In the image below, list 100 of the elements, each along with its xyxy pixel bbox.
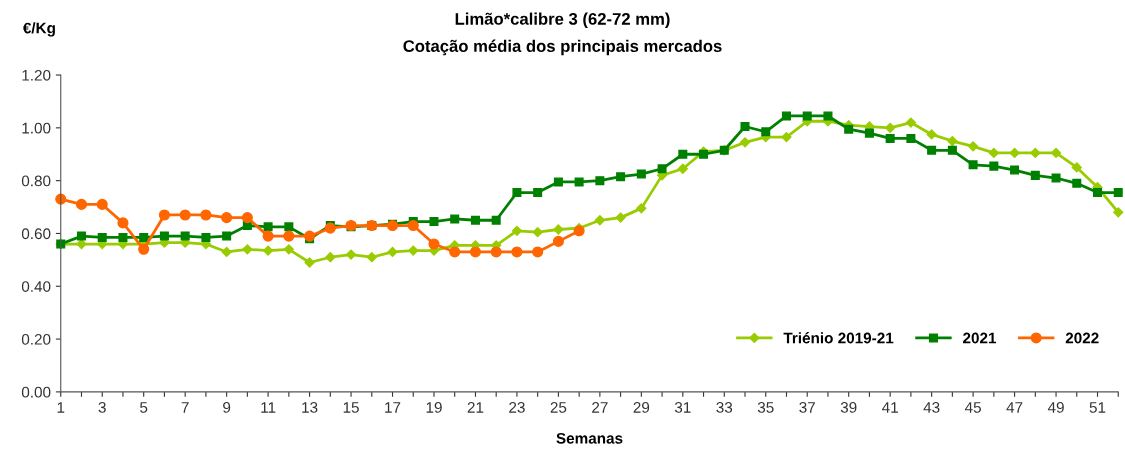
point: [76, 231, 86, 241]
point: [222, 231, 232, 241]
point: [242, 244, 253, 255]
point: [511, 225, 523, 236]
point: [885, 122, 896, 133]
x-tick-label: 31: [674, 402, 691, 413]
point: [283, 230, 295, 242]
legend-label: 2021: [963, 332, 997, 344]
point: [781, 111, 791, 121]
point: [616, 172, 626, 182]
point: [988, 147, 999, 159]
point: [532, 246, 544, 258]
x-tick-label: 19: [426, 402, 442, 413]
x-tick-label: 45: [964, 402, 981, 413]
y-axis-title: €/Kg: [22, 22, 55, 37]
point: [553, 177, 563, 187]
x-tick-label: 51: [1089, 402, 1106, 413]
point: [1051, 173, 1061, 183]
point: [263, 222, 273, 232]
point: [511, 246, 523, 258]
point: [284, 222, 294, 232]
x-tick-label: 47: [1006, 402, 1023, 413]
point: [532, 227, 543, 238]
y-tick-label: 1.20: [22, 69, 51, 81]
point: [636, 169, 646, 179]
point: [968, 160, 978, 170]
point: [761, 127, 771, 137]
point: [469, 246, 482, 258]
point: [657, 164, 667, 174]
x-tick-label: 7: [181, 402, 189, 413]
x-tick-label: 25: [550, 402, 567, 413]
point: [117, 217, 129, 229]
point: [450, 214, 460, 224]
point: [158, 209, 170, 221]
point: [75, 198, 88, 210]
point: [407, 219, 419, 232]
point: [947, 135, 958, 147]
x-tick-label: 43: [923, 402, 940, 413]
point: [1010, 165, 1020, 175]
point: [1030, 170, 1040, 180]
point: [1050, 147, 1062, 159]
point: [241, 212, 253, 224]
x-tick-label: 37: [799, 402, 815, 413]
x-tick-label: 13: [302, 402, 318, 413]
point: [118, 232, 128, 242]
point: [366, 252, 377, 263]
point: [491, 215, 501, 225]
point: [947, 145, 957, 155]
point: [844, 124, 854, 134]
point: [927, 145, 937, 155]
y-tick-label: 0.80: [21, 175, 51, 187]
point: [1113, 188, 1123, 198]
point: [221, 246, 232, 258]
point: [802, 111, 812, 121]
point: [595, 176, 605, 186]
point: [408, 245, 419, 256]
point: [345, 249, 357, 260]
point: [138, 243, 150, 255]
point: [636, 203, 647, 214]
point: [304, 230, 316, 242]
point: [905, 117, 917, 128]
point: [823, 111, 833, 121]
x-axis-title: Semanas: [556, 432, 623, 444]
point: [262, 230, 274, 242]
x-tick-label: 1: [57, 402, 65, 413]
x-tick-label: 49: [1047, 402, 1064, 413]
y-tick-label: 0.20: [21, 333, 51, 345]
point: [739, 137, 751, 148]
point: [1072, 178, 1082, 188]
point: [1093, 188, 1103, 198]
point: [470, 215, 480, 225]
point: [96, 198, 108, 210]
point: [449, 246, 461, 258]
x-tick-label: 9: [223, 402, 231, 413]
y-tick-label: 0.40: [21, 281, 51, 292]
point: [304, 257, 315, 268]
point: [325, 252, 336, 263]
x-tick-label: 39: [840, 402, 857, 413]
point: [574, 177, 584, 187]
point: [428, 238, 440, 250]
x-tick-label: 3: [98, 402, 106, 413]
legend-label: 2022: [1065, 332, 1099, 344]
x-tick-label: 33: [716, 402, 733, 413]
x-tick-label: 5: [140, 402, 148, 413]
point: [429, 217, 439, 227]
point: [262, 245, 274, 256]
point: [864, 128, 874, 138]
x-tick-label: 17: [385, 402, 401, 413]
point: [989, 161, 999, 171]
point: [179, 209, 191, 221]
point: [139, 232, 149, 242]
point: [885, 133, 895, 143]
x-tick-label: 21: [467, 402, 484, 413]
x-tick-label: 35: [757, 402, 774, 413]
x-tick-label: 15: [343, 402, 359, 413]
y-tick-label: 0.00: [21, 386, 51, 398]
x-tick-label: 11: [261, 402, 276, 413]
y-tick-label: 1.00: [22, 122, 51, 134]
point: [1030, 147, 1041, 159]
point: [552, 235, 564, 247]
